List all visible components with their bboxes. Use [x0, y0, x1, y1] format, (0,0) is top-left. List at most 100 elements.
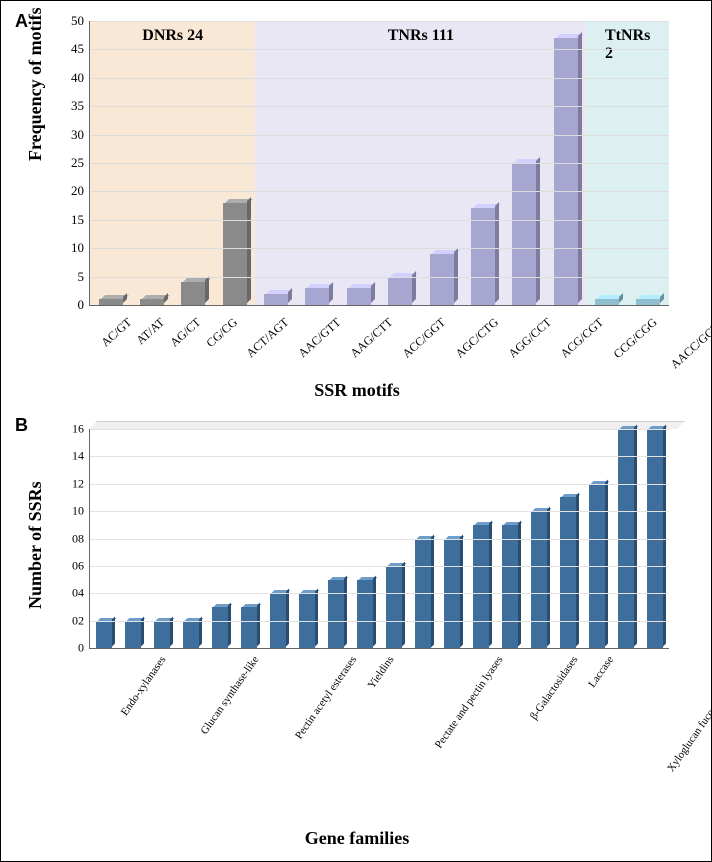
panel-a-ytick: 20 — [71, 183, 90, 199]
panel-b-bar — [328, 580, 344, 648]
panel-a-bar — [430, 254, 454, 305]
panel-b-xtick-label: Glucan synthase-like — [198, 654, 261, 737]
panel-a-bar-slot — [173, 282, 214, 305]
panel-a-gridline — [90, 277, 669, 278]
panel-a-xlabel: SSR motifs — [1, 380, 712, 401]
panel-a-bar-slot — [297, 288, 338, 305]
panel-a-xtick-label: AC/GT — [98, 315, 135, 350]
panel-a-bar-slot — [628, 299, 669, 305]
panel-a-zone-label: TtNRs 2 — [605, 27, 650, 63]
panel-b-gridline — [90, 484, 669, 485]
panel-a-xtick-label: AACC/GGTT — [668, 315, 712, 372]
panel-b-bar — [531, 511, 547, 648]
panel-a-xtick-label: AAC/GTT — [296, 315, 345, 361]
panel-a-xtick-label: AGC/CTG — [453, 315, 502, 361]
panel-b-bar-slot — [380, 566, 409, 648]
panel-a-gridline — [90, 191, 669, 192]
panel-b-ytick: 12 — [72, 476, 90, 491]
panel-b-gridline — [90, 621, 669, 622]
panel-a-xtick-label: ACC/GGT — [400, 315, 449, 361]
panel-b-bar — [241, 607, 257, 648]
panel-a-bar-slot — [131, 299, 172, 305]
panel-b-bar-slot — [524, 511, 553, 648]
panel-b-bar — [357, 580, 373, 648]
panel-a-bar — [471, 208, 495, 305]
panel-b-label: B — [15, 415, 28, 436]
panel-a-gridline — [90, 135, 669, 136]
panel-b-gridline — [90, 593, 669, 594]
panel-a-bar — [264, 294, 288, 305]
panel-b-xtick-label: Xyloglucan fucosyltransferases — [665, 654, 712, 774]
panel-a: A Frequency of motifs DNRs 24TNRs 111TtN… — [1, 1, 712, 409]
panel-a-zone-label: DNRs 24 — [142, 27, 203, 45]
panel-b-xtick-label: Laccase — [586, 654, 616, 690]
panel-a-gridline — [90, 78, 669, 79]
panel-a-bar-slot — [338, 288, 379, 305]
panel-b-xtick: Endo-xylanases — [89, 654, 159, 666]
panel-a-ytick: 35 — [71, 98, 90, 114]
panel-a-bar-slot — [214, 203, 255, 305]
panel-b-ylabel: Number of SSRs — [25, 481, 46, 609]
panel-a-gridline — [90, 163, 669, 164]
panel-a-xtick-label: CCG/CGG — [611, 315, 661, 362]
panel-a-gridline — [90, 21, 669, 22]
panel-a-xtick: AACC/GGTT — [650, 311, 712, 326]
panel-a-ytick: 50 — [71, 13, 90, 29]
panel-b-bar — [386, 566, 402, 648]
panel-b-ytick: 08 — [72, 531, 90, 546]
panel-b-xlabel: Gene families — [1, 828, 712, 849]
panel-b-bar — [212, 607, 228, 648]
panel-a-xtick-label: AT/AT — [133, 315, 167, 348]
panel-a-bar — [181, 282, 205, 305]
panel-a-gridline — [90, 248, 669, 249]
panel-b-xticklabels: Endo-xylanasesGlucan synthase-likePectin… — [89, 654, 669, 666]
panel-b-gridline — [90, 429, 669, 430]
panel-b-xtick: Glucan synthase-like — [159, 654, 252, 666]
panel-a-ytick: 25 — [71, 155, 90, 171]
panel-a-bar-slot — [586, 299, 627, 305]
panel-a-bar — [99, 299, 123, 305]
panel-a-ytick: 10 — [71, 240, 90, 256]
panel-b-bar — [154, 621, 170, 648]
panel-a-bar — [223, 203, 247, 305]
panel-a-ytick: 30 — [71, 127, 90, 143]
panel-b-plot: 00204060810121416 — [89, 429, 669, 649]
panel-a-bar — [512, 163, 536, 305]
panel-b-xtick: Pectate and pectin lyases — [386, 654, 496, 666]
panel-b-bar-slot — [177, 621, 206, 648]
panel-a-xtick-label: AG/CT — [167, 315, 204, 350]
panel-b-bar — [473, 525, 489, 648]
panel-b-xtick-label: Pectin acetyl esterases — [293, 654, 359, 741]
panel-b-bar — [560, 497, 576, 648]
panel-a-gridline — [90, 106, 669, 107]
panel-a-ylabel: Frequency of motifs — [25, 7, 46, 161]
panel-a-ytick: 5 — [78, 269, 91, 285]
panel-b-perspective — [89, 421, 685, 429]
panel-b-xtick-label: Yieldins — [365, 654, 396, 691]
panel-b-bar-slot — [235, 607, 264, 648]
panel-a-bar-slot — [462, 208, 503, 305]
panel-a-bar — [140, 299, 164, 305]
panel-a-xtick-label: CG/CG — [203, 315, 240, 351]
panel-b-bar-slot — [119, 621, 148, 648]
panel-a-bar — [595, 299, 619, 305]
panel-b-xtick: β-Galactosidases — [496, 654, 571, 666]
panel-a-ytick: 40 — [71, 70, 90, 86]
panel-a-xtick: AC/GT — [89, 311, 125, 326]
panel-b-bar — [502, 525, 518, 648]
panel-a-bar-slot — [421, 254, 462, 305]
panel-b-ytick: 02 — [72, 613, 90, 628]
panel-b-bar-slot — [148, 621, 177, 648]
panel-a-bar-slot — [255, 294, 296, 305]
panel-b-xtick-label: Endo-xylanases — [119, 654, 169, 718]
panel-b-bar-slot — [553, 497, 582, 648]
panel-a-bar — [305, 288, 329, 305]
panel-a-ytick: 15 — [71, 212, 90, 228]
panel-b: B Number of SSRs 00204060810121416 Endo-… — [1, 409, 712, 859]
panel-b-gridline — [90, 566, 669, 567]
panel-b-xtick-label: Pectate and pectin lyases — [433, 654, 506, 751]
panel-b-gridline — [90, 539, 669, 540]
panel-b-bar — [183, 621, 199, 648]
panel-a-bar-slot — [90, 299, 131, 305]
panel-a-bar-slot — [504, 163, 545, 305]
